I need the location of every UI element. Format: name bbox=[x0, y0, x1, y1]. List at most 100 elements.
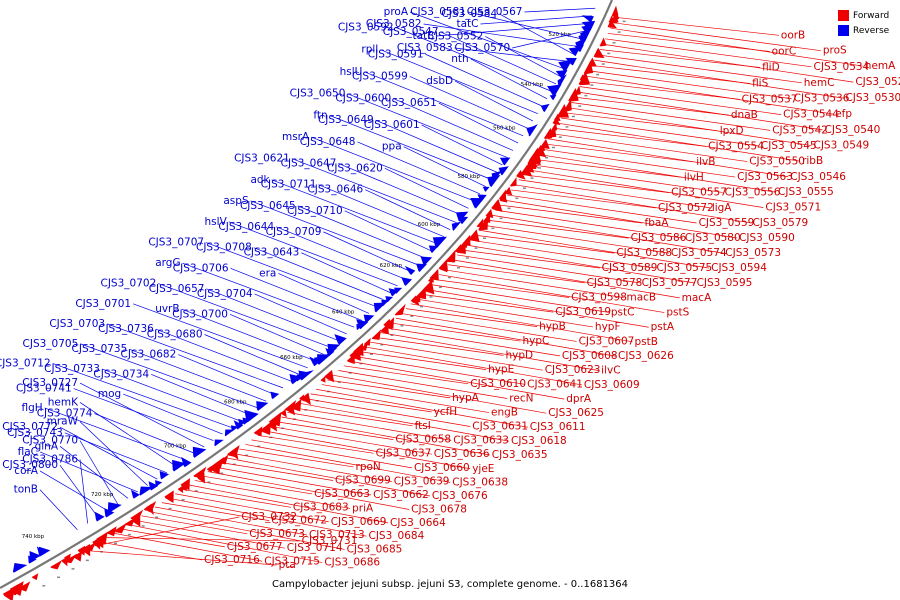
forward-gene-label[interactable]: CJS3_0575 bbox=[656, 262, 712, 274]
forward-gene-label[interactable]: rpoN bbox=[356, 461, 381, 473]
forward-gene-label[interactable]: CJS3_0595 bbox=[697, 277, 753, 289]
forward-gene-label[interactable]: CJS3_0639 bbox=[394, 475, 450, 487]
reverse-gene-label[interactable]: CJS3_0710 bbox=[287, 205, 343, 217]
forward-gene-label[interactable]: CJS3_0549 bbox=[813, 140, 869, 152]
forward-gene-label[interactable]: CJS3_0611 bbox=[530, 421, 586, 433]
forward-gene-label[interactable]: CJS3_0557 bbox=[671, 187, 727, 199]
forward-gene-label[interactable]: CJS3_0672 bbox=[271, 515, 327, 527]
forward-gene-label[interactable]: CJS3_0633 bbox=[453, 434, 509, 446]
forward-gene-label[interactable]: CJS3_0619 bbox=[555, 306, 611, 318]
forward-gene-label[interactable]: CJS3_0607 bbox=[579, 335, 635, 347]
forward-gene-label[interactable]: CJS3_0716 bbox=[204, 554, 260, 566]
reverse-gene-label[interactable]: CJS3_0734 bbox=[93, 368, 149, 380]
reverse-gene-label[interactable]: hslU bbox=[340, 66, 363, 78]
forward-gene-label[interactable]: CJS3_0625 bbox=[548, 407, 604, 419]
reverse-gene-label[interactable]: CJS3_0648 bbox=[300, 136, 356, 148]
forward-gene-label[interactable]: CJS3_0699 bbox=[335, 474, 391, 486]
forward-gene-label[interactable]: CJS3_0554 bbox=[708, 140, 764, 152]
reverse-gene-label[interactable]: CJS3_0682 bbox=[121, 349, 177, 361]
reverse-gene-label[interactable]: CJS3_0582 bbox=[366, 18, 422, 30]
reverse-gene-label[interactable]: CJS3_0592 bbox=[338, 21, 394, 33]
forward-gene-label[interactable]: CJS3_0715 bbox=[264, 555, 320, 567]
forward-gene-label[interactable]: CJS3_0660 bbox=[414, 462, 470, 474]
forward-gene-label[interactable]: CJS3_0609 bbox=[584, 379, 640, 391]
forward-gene-label[interactable]: ribB bbox=[802, 155, 823, 167]
reverse-gene-label[interactable]: hemK bbox=[48, 396, 79, 408]
forward-gene-label[interactable]: CJS3_0618 bbox=[511, 435, 567, 447]
forward-gene-label[interactable]: CJS3_0638 bbox=[452, 476, 508, 488]
forward-gene-label[interactable]: CJS3_0588 bbox=[616, 247, 672, 259]
reverse-gene-label[interactable]: CJS3_0643 bbox=[244, 247, 300, 259]
forward-gene-label[interactable]: hypF bbox=[595, 321, 621, 333]
forward-gene-label[interactable]: CJS3_0577 bbox=[642, 277, 698, 289]
forward-gene-label[interactable]: ycfH bbox=[434, 406, 458, 418]
reverse-gene-label[interactable]: CJS3_0645 bbox=[240, 200, 296, 212]
forward-gene-label[interactable]: pstC bbox=[611, 306, 635, 318]
reverse-gene-label[interactable]: CJS3_0711 bbox=[261, 179, 317, 191]
reverse-gene-label[interactable]: era bbox=[259, 267, 276, 279]
reverse-gene-label[interactable]: uvrB bbox=[155, 303, 179, 315]
forward-gene-label[interactable]: ilvH bbox=[684, 171, 704, 183]
forward-gene-label[interactable]: hypE bbox=[488, 364, 514, 376]
reverse-gene-label[interactable]: tatC bbox=[456, 18, 478, 30]
reverse-gene-label[interactable]: CJS3_0786 bbox=[22, 453, 78, 465]
forward-gene-label[interactable]: CJS3_0556 bbox=[725, 186, 781, 198]
forward-gene-label[interactable]: oorC bbox=[772, 45, 797, 57]
forward-gene-label[interactable]: fliS bbox=[752, 77, 769, 89]
reverse-gene-label[interactable]: CJS3_0736 bbox=[98, 323, 154, 335]
reverse-gene-label[interactable]: CJS3_0700 bbox=[172, 308, 228, 320]
reverse-gene-label[interactable]: proA bbox=[384, 6, 409, 18]
reverse-gene-label[interactable]: CJS3_0743 bbox=[7, 427, 63, 439]
forward-gene-label[interactable]: pstA bbox=[651, 321, 675, 333]
reverse-gene-label[interactable]: CJS3_0707 bbox=[148, 237, 204, 249]
reverse-gene-label[interactable]: CJS3_0650 bbox=[290, 88, 346, 100]
forward-gene-label[interactable]: hypC bbox=[522, 335, 549, 347]
reverse-gene-label[interactable]: glnA bbox=[35, 440, 59, 452]
forward-gene-label[interactable]: CJS3_0598 bbox=[571, 291, 627, 303]
forward-gene-label[interactable]: CJS3_0663 bbox=[314, 488, 370, 500]
forward-gene-label[interactable]: CJS3_0635 bbox=[492, 449, 548, 461]
reverse-gene-label[interactable]: CJS3_0680 bbox=[147, 329, 203, 341]
reverse-gene-label[interactable]: CJS3_0704 bbox=[197, 288, 253, 300]
reverse-gene-label[interactable]: corA bbox=[14, 465, 39, 477]
forward-gene-label[interactable]: CJS3_0636 bbox=[434, 448, 490, 460]
forward-gene-label[interactable]: CJS3_0662 bbox=[373, 489, 429, 501]
reverse-gene-label[interactable]: CJS3_0727 bbox=[22, 377, 78, 389]
reverse-gene-label[interactable]: dsbD bbox=[426, 75, 453, 87]
forward-gene-label[interactable]: CJS3_0610 bbox=[470, 378, 526, 390]
forward-gene-label[interactable]: CJS3_0713 bbox=[309, 529, 365, 541]
forward-gene-label[interactable]: CJS3_0574 bbox=[671, 247, 727, 259]
reverse-gene-label[interactable]: CJS3_0600 bbox=[335, 92, 391, 104]
forward-gene-label[interactable]: CJS3_0608 bbox=[562, 350, 618, 362]
forward-gene-label[interactable]: lpxD bbox=[720, 125, 744, 137]
reverse-gene-label[interactable]: CJS3_0703 bbox=[49, 318, 105, 330]
forward-gene-label[interactable]: oorB bbox=[781, 29, 805, 41]
reverse-gene-label[interactable]: CJS3_0708 bbox=[196, 242, 252, 254]
forward-gene-label[interactable]: CJS3_0559 bbox=[699, 217, 755, 229]
reverse-gene-label[interactable]: CJS3_0657 bbox=[149, 283, 205, 295]
reverse-gene-label[interactable]: hslV bbox=[205, 216, 228, 228]
forward-gene-label[interactable]: ligA bbox=[712, 202, 732, 214]
reverse-gene-label[interactable]: CJS3_0774 bbox=[37, 408, 93, 420]
forward-gene-label[interactable]: CJS3_0529 bbox=[855, 76, 900, 88]
forward-gene-label[interactable]: CJS3_0546 bbox=[790, 171, 846, 183]
reverse-gene-label[interactable]: rplI bbox=[361, 44, 378, 56]
forward-gene-label[interactable]: CJS3_0544 bbox=[783, 109, 839, 121]
forward-gene-label[interactable]: CJS3_0686 bbox=[324, 557, 380, 569]
forward-gene-label[interactable]: CJS3_0637 bbox=[376, 447, 432, 459]
reverse-gene-label[interactable]: nth bbox=[451, 53, 468, 65]
forward-gene-label[interactable]: CJS3_0572 bbox=[658, 202, 714, 214]
forward-gene-label[interactable]: CJS3_0537 bbox=[742, 93, 798, 105]
reverse-gene-label[interactable]: ftn bbox=[313, 109, 327, 121]
reverse-gene-label[interactable]: CJS3_0741 bbox=[16, 383, 72, 395]
forward-gene-label[interactable]: CJS3_0555 bbox=[778, 186, 834, 198]
reverse-gene-label[interactable]: CJS3_0599 bbox=[352, 70, 408, 82]
forward-gene-label[interactable]: pta bbox=[279, 559, 296, 571]
reverse-gene-label[interactable]: CJS3_0712 bbox=[0, 357, 51, 369]
forward-gene-label[interactable]: hypD bbox=[505, 349, 533, 361]
reverse-gene-label[interactable]: CJS3_0601 bbox=[364, 119, 420, 131]
reverse-gene-label[interactable]: CJS3_0770 bbox=[22, 435, 78, 447]
reverse-gene-label[interactable]: tonB bbox=[14, 484, 38, 496]
reverse-gene-label[interactable]: tatB bbox=[413, 30, 435, 42]
forward-gene-label[interactable]: efp bbox=[835, 108, 852, 120]
